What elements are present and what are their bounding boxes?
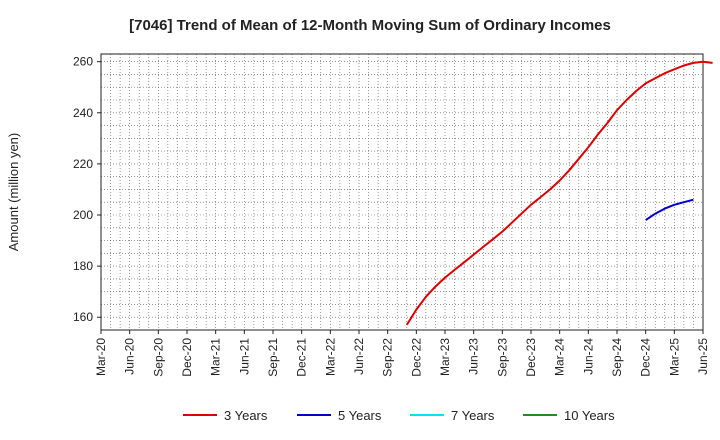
x-tick-label: Sep-23	[495, 338, 509, 377]
x-tick-label: Jun-25	[696, 338, 710, 375]
x-tick-label: Mar-20	[94, 338, 108, 376]
x-tick-label: Dec-20	[180, 338, 194, 377]
series-line-5-years	[645, 198, 694, 221]
plot-frame	[100, 53, 704, 331]
legend-label: 10 Years	[564, 408, 615, 423]
y-tick-label: 220	[73, 157, 93, 171]
x-tick-label: Dec-21	[295, 338, 309, 377]
y-tick-label: 260	[73, 55, 93, 69]
x-tick-label: Mar-24	[553, 338, 567, 376]
series-lines	[405, 60, 713, 326]
grid	[100, 54, 704, 331]
series-line-3-years	[405, 60, 713, 326]
legend: 3 Years 5 Years 7 Years 10 Years	[183, 408, 615, 423]
y-axis-label: Amount (million yen)	[6, 133, 21, 252]
chart-title: [7046] Trend of Mean of 12-Month Moving …	[129, 17, 611, 34]
x-tick-label: Dec-23	[524, 338, 538, 377]
x-tick-labels: Mar-20 Jun-20 Sep-20 Dec-20 Mar-21 Jun-21 Sep-…	[94, 330, 710, 377]
legend-label: 5 Years	[338, 408, 382, 423]
y-tick-label: 240	[73, 106, 93, 120]
x-tick-label: Jun-24	[581, 338, 595, 375]
x-tick-label: Jun-23	[467, 338, 481, 375]
x-tick-label: Jun-20	[123, 338, 137, 375]
x-tick-label: Jun-21	[237, 338, 251, 375]
y-tick-label: 160	[73, 310, 93, 324]
x-tick-label: Sep-21	[266, 338, 280, 377]
y-tick-label: 200	[73, 208, 93, 222]
y-tick-label: 180	[73, 259, 93, 273]
x-tick-label: Sep-22	[381, 338, 395, 377]
x-tick-label: Dec-24	[639, 338, 653, 377]
x-tick-label: Mar-23	[438, 338, 452, 376]
x-tick-label: Mar-21	[209, 338, 223, 376]
x-tick-label: Mar-25	[667, 338, 681, 376]
x-tick-label: Mar-22	[323, 338, 337, 376]
x-tick-label: Dec-22	[409, 338, 423, 377]
legend-label: 3 Years	[224, 408, 268, 423]
x-tick-label: Jun-22	[352, 338, 366, 375]
x-tick-label: Sep-20	[151, 338, 165, 377]
y-tick-labels: 160 180 200 220 240 260	[73, 55, 101, 324]
x-tick-label: Sep-24	[610, 338, 624, 377]
legend-label: 7 Years	[451, 408, 495, 423]
